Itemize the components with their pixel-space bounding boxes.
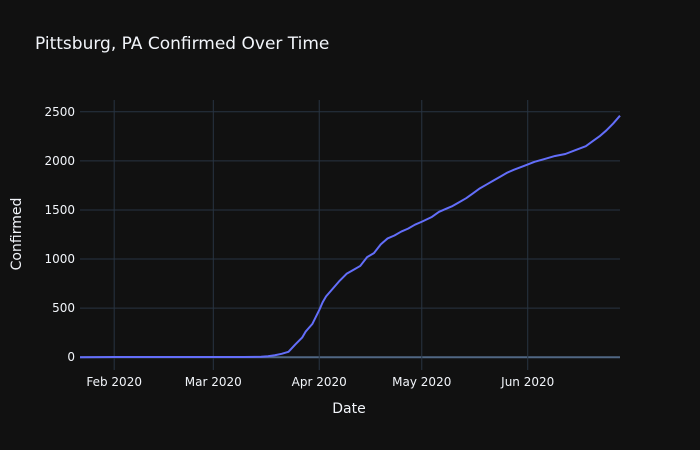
series-layer [79, 115, 621, 359]
y-tick-label: 2500 [44, 105, 75, 119]
chart-title: Pittsburg, PA Confirmed Over Time [35, 34, 330, 54]
x-tick-label: May 2020 [392, 375, 451, 389]
y-tick-label: 1500 [44, 203, 75, 217]
x-axis-title: Date [332, 401, 365, 417]
x-tick-label: Apr 2020 [292, 375, 347, 389]
x-tick-label: Jun 2020 [500, 375, 554, 389]
confirmed-series-line [79, 115, 621, 359]
x-tick-label: Mar 2020 [185, 375, 242, 389]
x-tick-label: Feb 2020 [86, 375, 142, 389]
y-tick-label: 500 [52, 301, 75, 315]
y-tick-label: 2000 [44, 154, 75, 168]
y-tick-label: 1000 [44, 252, 75, 266]
tick-labels: 0 500 1000 1500 2000 2500 Feb 2020 Mar 2020 Apr … [44, 105, 554, 389]
y-tick-label: 0 [67, 350, 75, 364]
gridlines [80, 100, 620, 370]
y-axis-title: Confirmed [9, 198, 25, 271]
